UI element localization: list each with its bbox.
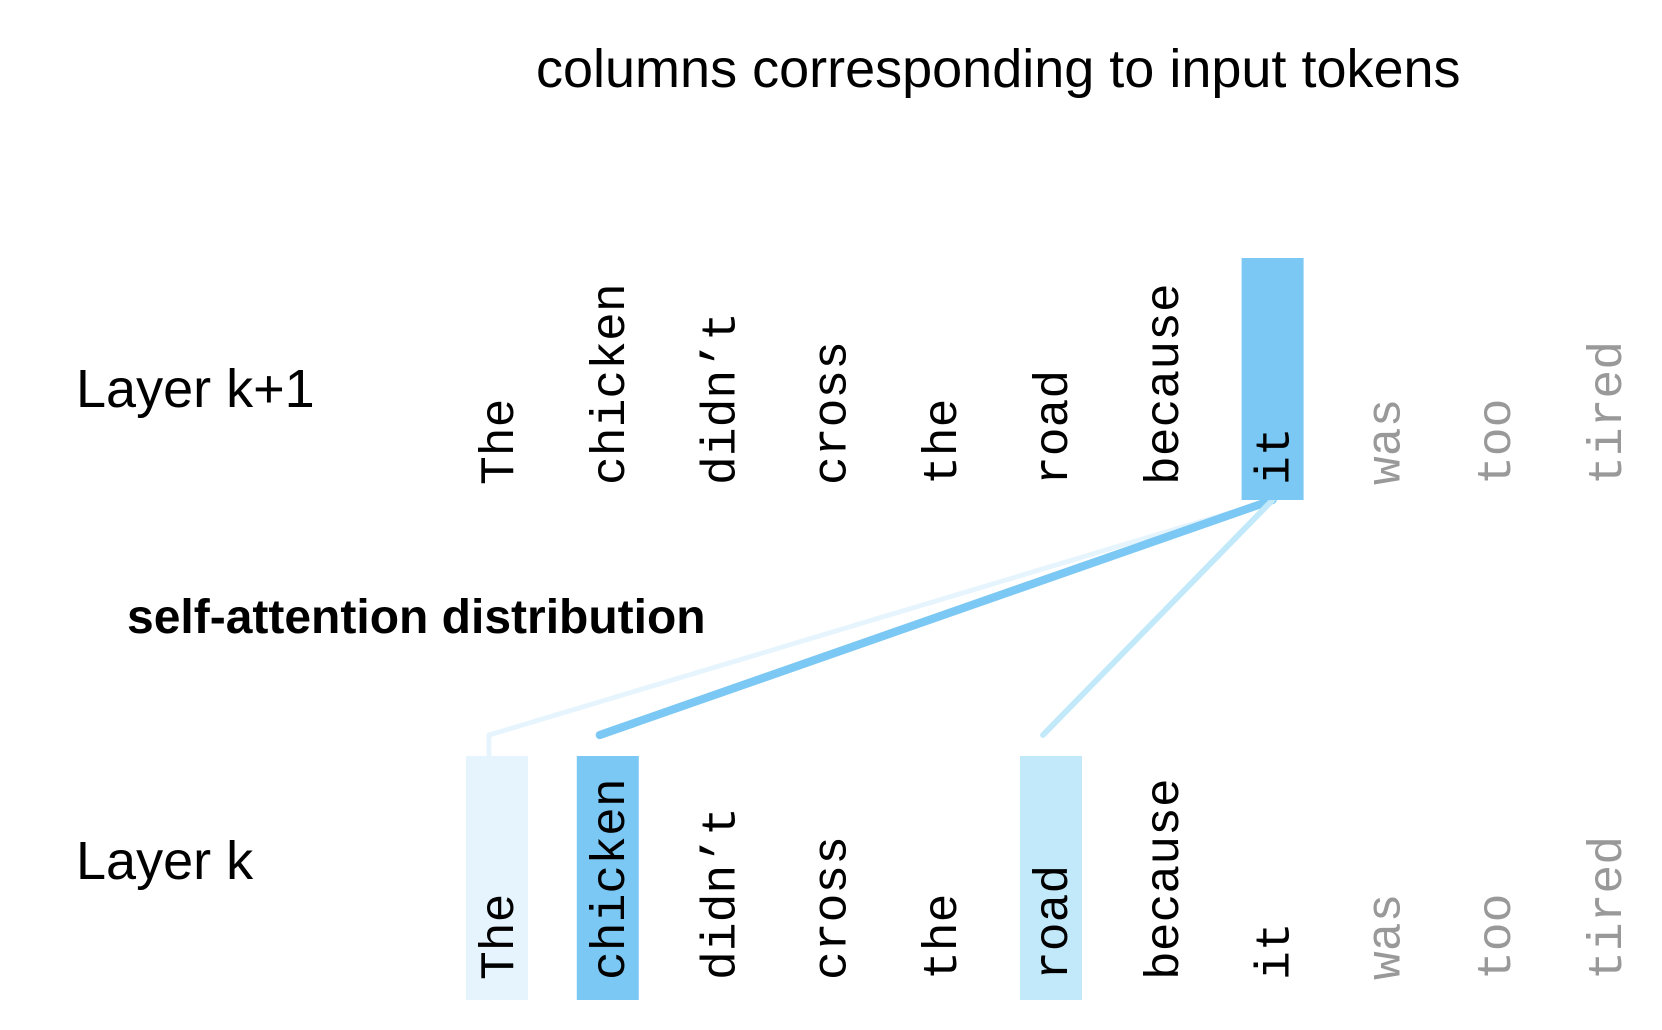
lower-layer-label: Layer k [76,831,254,891]
lower-token-5: road [1028,865,1082,980]
upper-token-4: the [917,399,971,485]
lower-token-4: the [917,894,971,980]
attention-label: self-attention distribution [127,591,706,644]
lower-token-1: chicken [585,778,639,980]
diagram-title: columns corresponding to input tokens [536,39,1461,99]
upper-token-0: The [474,399,528,485]
attention-line-0 [486,497,1276,763]
upper-token-5: road [1028,370,1082,485]
attention-line-1 [595,495,1277,740]
lower-token-9: too [1471,894,1525,980]
lower-highlight-1 [576,756,639,1000]
upper-token-2: didn’t [696,312,750,485]
lower-highlight-0 [466,756,528,1000]
upper-token-9: too [1471,399,1525,485]
lower-token-7: it [1250,922,1304,980]
upper-token-1: chicken [585,283,639,485]
lower-token-6: because [1139,778,1193,980]
attention-line-5 [1040,497,1276,738]
lower-token-8: was [1360,894,1414,980]
lower-highlight-5 [1020,756,1082,1000]
lower-layer-row: The chicken didn’t cross the road because it was… [466,756,1636,1000]
attention-lines [486,495,1277,763]
upper-token-6: because [1139,283,1193,485]
upper-token-10: tired [1582,341,1636,485]
upper-layer-row: The chicken didn’t cross the road because it was… [474,258,1636,500]
lower-token-0: The [474,894,528,980]
upper-highlight-7 [1241,258,1304,500]
lower-token-10: tired [1582,836,1636,980]
upper-token-3: cross [806,341,860,485]
upper-token-8: was [1360,399,1414,485]
upper-token-7: it [1250,427,1304,485]
lower-token-3: cross [806,836,860,980]
upper-layer-label: Layer k+1 [76,359,315,419]
lower-token-2: didn’t [696,807,750,980]
